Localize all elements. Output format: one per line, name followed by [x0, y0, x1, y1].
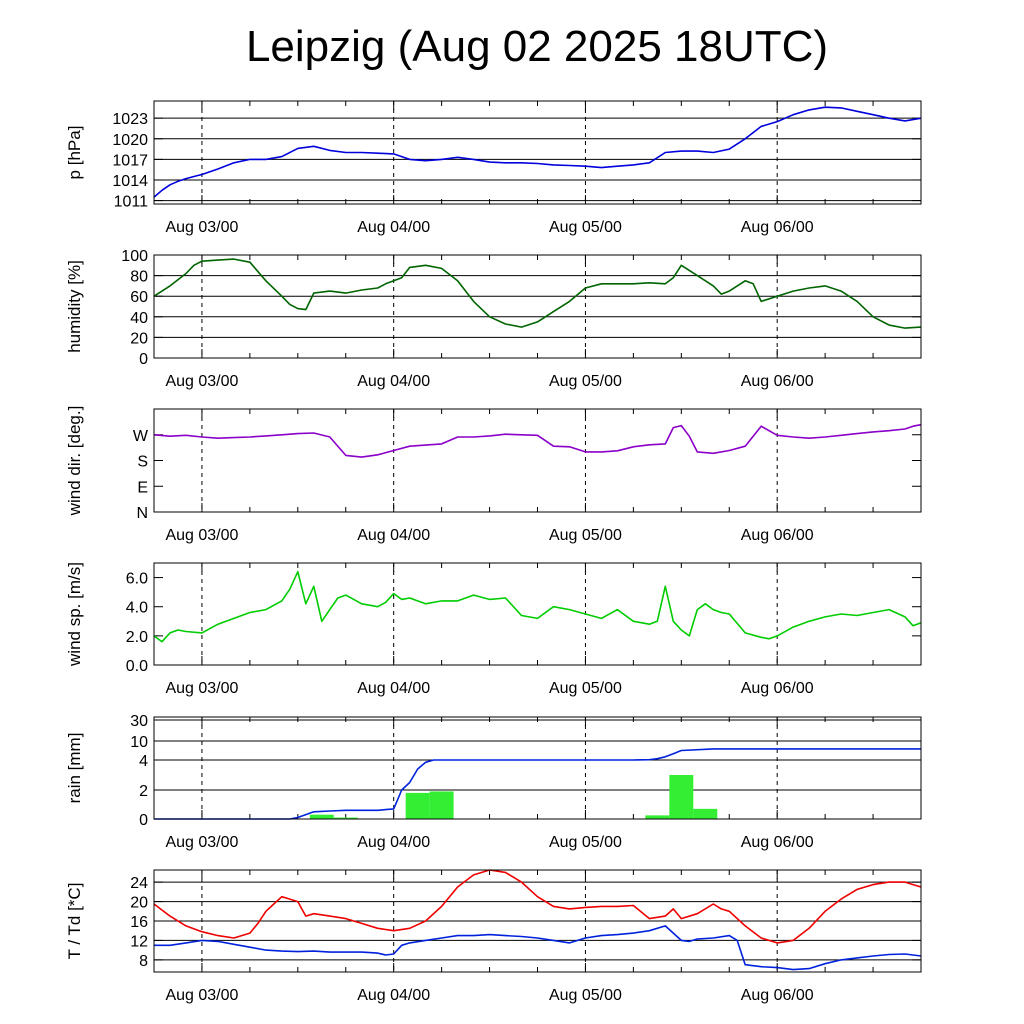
- rain-bar-5: [669, 775, 694, 819]
- y-tick-label-4-1: 2: [139, 783, 148, 800]
- x-tick-label-0-0: Aug 03/00: [165, 219, 238, 236]
- y-axis-label-4: rain [mm]: [65, 733, 84, 804]
- x-tick-label-2-0: Aug 03/00: [165, 527, 238, 544]
- x-tick-label-2-2: Aug 05/00: [549, 527, 622, 544]
- x-tick-label-4-3: Aug 06/00: [741, 834, 814, 851]
- series-line-1-0: [153, 258, 922, 329]
- x-tick-label-5-0: Aug 03/00: [165, 987, 238, 1004]
- y-tick-label-1-0: 0: [139, 351, 148, 368]
- y-tick-label-5-3: 20: [130, 895, 148, 912]
- x-tick-label-2-1: Aug 04/00: [357, 527, 430, 544]
- x-tick-label-1-0: Aug 03/00: [165, 373, 238, 390]
- series-line-4-0: [154, 748, 921, 820]
- rain-bar-1: [333, 817, 358, 819]
- y-tick-label-3-3: 6.0: [126, 571, 148, 588]
- y-tick-label-1-4: 80: [130, 269, 148, 286]
- y-tick-label-1-3: 60: [130, 289, 148, 306]
- y-tick-label-0-1: 1014: [112, 173, 148, 190]
- panel-frame-0: [153, 100, 922, 205]
- rain-bar-2: [405, 792, 430, 819]
- x-tick-label-5-2: Aug 05/00: [549, 987, 622, 1004]
- y-axis-label-0: p [hPa]: [65, 126, 84, 180]
- y-tick-label-3-1: 2.0: [126, 629, 148, 646]
- x-tick-label-4-2: Aug 05/00: [549, 834, 622, 851]
- x-tick-label-1-2: Aug 05/00: [549, 373, 622, 390]
- y-tick-label-4-4: 30: [130, 713, 148, 730]
- y-axis-label-3: wind sp. [m/s]: [65, 562, 84, 667]
- y-tick-label-4-2: 4: [139, 753, 148, 770]
- x-tick-label-3-1: Aug 04/00: [357, 680, 430, 697]
- x-tick-label-4-1: Aug 04/00: [357, 834, 430, 851]
- y-axis-label-1: humidity [%]: [65, 260, 84, 353]
- rain-bar-4: [645, 815, 670, 819]
- x-tick-label-1-1: Aug 04/00: [357, 373, 430, 390]
- x-tick-label-1-3: Aug 06/00: [741, 373, 814, 390]
- rain-bar-3: [429, 791, 454, 819]
- y-tick-label-5-2: 16: [130, 914, 148, 931]
- x-tick-label-5-1: Aug 04/00: [357, 987, 430, 1004]
- y-tick-label-4-3: 10: [130, 734, 148, 751]
- series-line-2-0: [153, 423, 922, 458]
- panel-frame-1: [153, 254, 922, 359]
- y-tick-label-3-2: 4.0: [126, 600, 148, 617]
- y-axis-label-2: wind dir. [deg.]: [65, 406, 84, 517]
- series-line-0-0: [153, 106, 922, 198]
- y-tick-label-5-4: 24: [130, 875, 148, 892]
- y-tick-label-2-2: S: [137, 454, 148, 471]
- x-tick-label-0-2: Aug 05/00: [549, 219, 622, 236]
- y-tick-label-2-0: N: [136, 505, 148, 522]
- x-tick-label-2-3: Aug 06/00: [741, 527, 814, 544]
- x-tick-label-0-1: Aug 04/00: [357, 219, 430, 236]
- y-tick-label-4-0: 0: [139, 812, 148, 829]
- panel-frame-4: [153, 716, 922, 820]
- x-tick-label-3-0: Aug 03/00: [165, 680, 238, 697]
- y-tick-label-5-1: 12: [130, 933, 148, 950]
- x-tick-label-0-3: Aug 06/00: [741, 219, 814, 236]
- y-tick-label-5-0: 8: [139, 953, 148, 970]
- panel-frame-5: [153, 869, 922, 973]
- chart-title: Leipzig (Aug 02 2025 18UTC): [245, 22, 829, 71]
- rain-bar-0: [309, 814, 334, 819]
- y-tick-label-2-1: E: [137, 479, 148, 496]
- x-tick-label-5-3: Aug 06/00: [741, 987, 814, 1004]
- y-tick-label-3-0: 0.0: [126, 658, 148, 675]
- y-tick-label-0-4: 1023: [112, 111, 148, 128]
- y-tick-label-1-5: 100: [121, 248, 148, 265]
- x-tick-label-4-0: Aug 03/00: [165, 834, 238, 851]
- x-tick-label-3-2: Aug 05/00: [549, 680, 622, 697]
- y-tick-label-0-3: 1020: [112, 132, 148, 149]
- y-tick-label-1-1: 20: [130, 330, 148, 347]
- panel-frame-3: [153, 562, 922, 666]
- rain-bar-6: [693, 808, 718, 819]
- x-tick-label-3-3: Aug 06/00: [741, 680, 814, 697]
- y-tick-label-1-2: 40: [130, 310, 148, 327]
- y-tick-label-2-3: W: [133, 428, 149, 445]
- y-tick-label-0-0: 1011: [114, 194, 149, 211]
- series-line-3-0: [153, 570, 922, 643]
- y-axis-label-5: T / Td [*C]: [65, 883, 84, 960]
- series-line-5-1: [154, 925, 922, 971]
- y-tick-label-0-2: 1017: [112, 152, 148, 169]
- series-line-5-0: [153, 869, 922, 944]
- panel-frame-2: [153, 408, 922, 513]
